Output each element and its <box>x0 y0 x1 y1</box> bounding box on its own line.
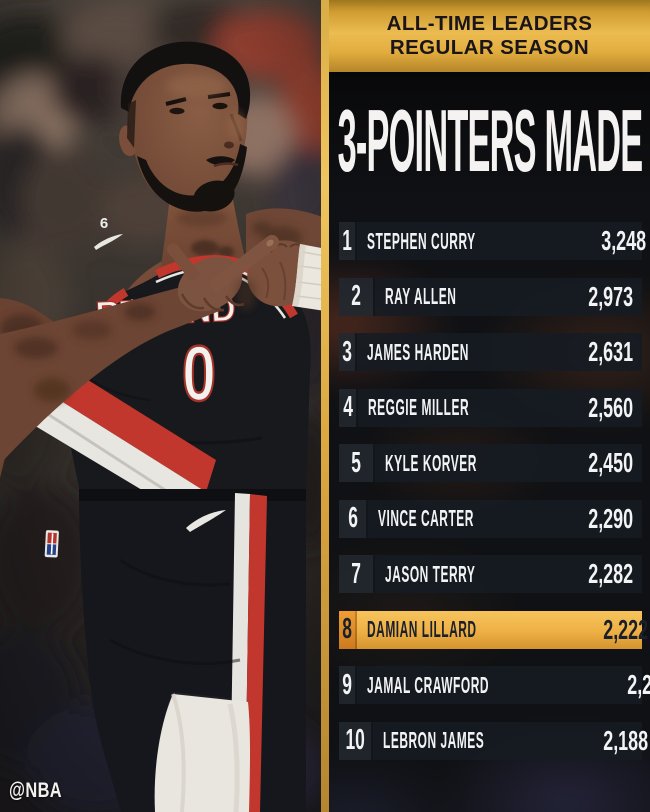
stat-value-text: 2,188 <box>603 724 649 756</box>
leaderboard-row: 3 JAMES HARDEN 2,631 <box>339 333 642 371</box>
stat-value: 2,290 <box>563 500 642 538</box>
player-name-text: STEPHEN CURRY <box>367 227 476 254</box>
player-name-text: JASON TERRY <box>385 560 476 587</box>
panel-header: ALL-TIME LEADERS REGULAR SEASON <box>329 0 650 72</box>
leaderboard-row: 5 KYLE KORVER 2,450 <box>339 444 642 482</box>
header-line-1: ALL-TIME LEADERS <box>386 12 593 35</box>
stat-value-text: 2,222 <box>603 613 648 645</box>
stat-value: 2,222 <box>578 611 650 649</box>
leaderboard-row: 7 JASON TERRY 2,282 <box>339 555 642 593</box>
player-name-text: DAMIAN LILLARD <box>367 616 477 642</box>
leaders-panel: ALL-TIME LEADERS REGULAR SEASON 3-POINTE… <box>329 0 650 812</box>
nike-swoosh-icon <box>186 510 226 532</box>
stat-value: 2,560 <box>563 389 642 427</box>
stat-value: 2,188 <box>578 722 650 760</box>
rank-cell: 8 <box>339 610 358 649</box>
rank-cell: 10 <box>339 721 374 760</box>
stat-value: 2,450 <box>563 444 642 482</box>
stat-value: 2,973 <box>563 278 642 316</box>
stat-value-text: 2,631 <box>588 336 634 367</box>
rank-number: 10 <box>345 724 365 756</box>
stat-value: 2,221 <box>602 666 650 704</box>
player-figure: 6 RTLAND 0 <box>0 41 330 812</box>
rank-number: 4 <box>342 391 353 423</box>
stat-value-text: 2,221 <box>626 669 650 700</box>
rank-cell: 9 <box>339 666 358 704</box>
rank-number: 9 <box>342 668 352 701</box>
stat-value-text: 2,450 <box>588 447 633 478</box>
pointing-hand <box>0 234 280 464</box>
player-name: JASON TERRY <box>375 555 559 593</box>
header-line-2: REGULAR SEASON <box>389 36 590 59</box>
stat-value-text: 3,248 <box>601 225 647 256</box>
rank-number: 3 <box>342 335 352 368</box>
leaderboard-row: 6 VINCE CARTER 2,290 <box>339 499 642 538</box>
head <box>119 41 251 212</box>
leaderboard-row: 8 DAMIAN LILLARD 2,222 <box>339 610 648 649</box>
stat-value: 2,282 <box>563 555 642 593</box>
player-photo: 6 RTLAND 0 <box>0 0 330 812</box>
player-name-text: KYLE KORVER <box>385 449 477 476</box>
player-name: REGGIE MILLER <box>358 389 562 427</box>
leaderboard: 1 STEPHEN CURRY 3,248 2 RAY ALLEN 2,973 … <box>339 222 650 760</box>
rank-cell: 3 <box>339 333 358 371</box>
player-name: DAMIAN LILLARD <box>357 611 578 649</box>
player-name-text: JAMES HARDEN <box>367 338 470 365</box>
jersey-number: 0 <box>182 329 216 417</box>
russell-patch-number: 6 <box>100 215 108 232</box>
rank-number: 5 <box>351 446 361 479</box>
leaderboard-row: 2 RAY ALLEN 2,973 <box>339 277 642 316</box>
rank-cell: 5 <box>339 444 375 482</box>
rank-cell: 4 <box>339 388 359 427</box>
stat-value-text: 2,973 <box>588 280 633 312</box>
nike-swoosh-icon <box>94 234 123 250</box>
leaderboard-row: 10 LEBRON JAMES 2,188 <box>339 721 648 760</box>
stat-value-text: 2,560 <box>588 391 633 423</box>
leaderboard-row: 9 JAMAL CRAWFORD 2,221 <box>339 666 650 704</box>
stat-value: 2,631 <box>563 333 642 371</box>
leg-tights <box>154 693 250 812</box>
player-name-text: VINCE CARTER <box>378 505 475 531</box>
rank-number: 8 <box>342 613 352 645</box>
player-name: STEPHEN CURRY <box>357 222 576 260</box>
nba-watermark: @NBA <box>9 779 63 802</box>
leaderboard-row: 1 STEPHEN CURRY 3,248 <box>339 222 646 260</box>
rank-cell: 7 <box>339 555 375 593</box>
player-name: LEBRON JAMES <box>373 722 578 760</box>
player-name: VINCE CARTER <box>368 500 563 538</box>
player-name-text: LEBRON JAMES <box>383 727 485 753</box>
player-name: RAY ALLEN <box>375 278 522 316</box>
rank-cell: 2 <box>339 277 375 316</box>
nba-logo-patch <box>44 530 59 558</box>
rank-cell: 6 <box>339 499 369 538</box>
stat-value-text: 2,290 <box>588 502 633 534</box>
player-name: JAMAL CRAWFORD <box>357 666 602 704</box>
leaderboard-row: 4 REGGIE MILLER 2,560 <box>339 388 642 427</box>
player-name-text: RAY ALLEN <box>385 283 457 309</box>
player-name-text: REGGIE MILLER <box>368 394 470 420</box>
stat-title: 3-POINTERS MADE <box>337 91 643 190</box>
stat-value: 3,248 <box>576 222 650 260</box>
stat-title-block: 3-POINTERS MADE <box>329 72 650 210</box>
hair <box>120 41 251 119</box>
rank-number: 7 <box>351 557 361 590</box>
rank-number: 1 <box>342 224 352 257</box>
rank-cell: 1 <box>339 222 358 260</box>
stat-value-text: 2,282 <box>588 558 633 589</box>
player-name-text: JAMAL CRAWFORD <box>367 671 490 698</box>
player-name: KYLE KORVER <box>375 444 562 482</box>
rank-number: 2 <box>351 280 361 312</box>
rank-number: 6 <box>347 502 358 534</box>
player-name: JAMES HARDEN <box>357 333 563 371</box>
wrist-tape <box>292 244 330 312</box>
shorts <box>44 489 306 812</box>
gold-edge-strip <box>321 0 329 812</box>
